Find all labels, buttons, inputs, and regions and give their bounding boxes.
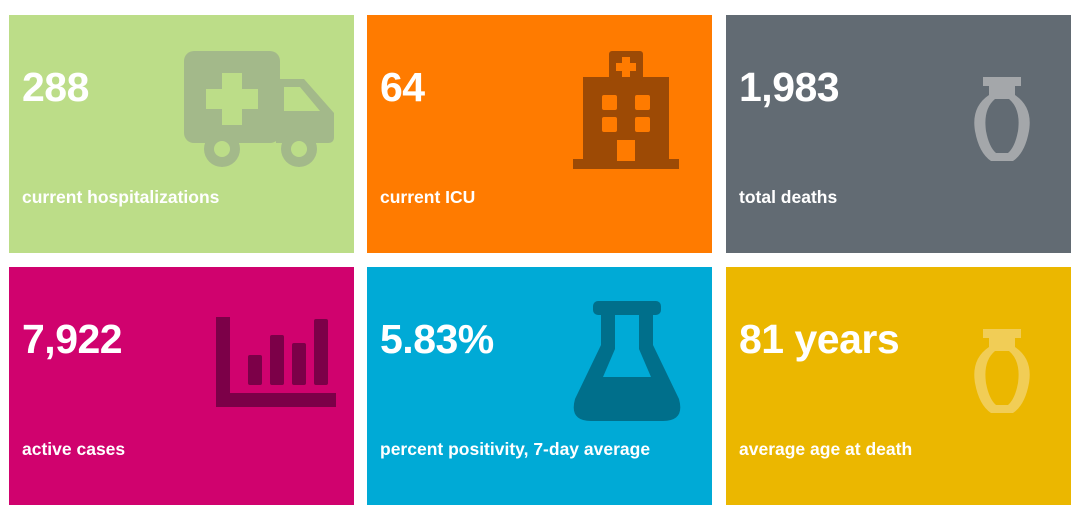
hospitalizations-label: current hospitalizations (22, 187, 220, 207)
deaths-label: total deaths (739, 187, 838, 207)
positivity-value: 5.83% (380, 316, 494, 362)
card-total-deaths: 1,983 total deaths (726, 15, 1071, 253)
hospitalizations-value: 288 (22, 64, 89, 110)
card-current-icu: 64 current ICU (367, 15, 712, 253)
hospital-building-icon (573, 51, 679, 171)
icu-label: current ICU (380, 187, 476, 207)
active-cases-value: 7,922 (22, 316, 123, 362)
average-age-label: average age at death (739, 439, 913, 459)
average-age-value: 81 years (739, 316, 900, 362)
active-cases-label: active cases (22, 439, 126, 459)
bar-chart-icon (216, 317, 336, 407)
flask-icon (573, 301, 681, 423)
positivity-label: percent positivity, 7-day average (380, 439, 651, 459)
card-average-age-at-death: 81 years average age at death (726, 267, 1071, 505)
ambulance-icon (184, 51, 336, 171)
urn-icon (971, 329, 1033, 415)
deaths-value: 1,983 (739, 64, 840, 110)
card-percent-positivity: 5.83% percent positivity, 7-day average (367, 267, 712, 505)
card-active-cases: 7,922 active cases (9, 267, 354, 505)
urn-icon (971, 77, 1033, 163)
card-current-hospitalizations: 288 current hospitalizations (9, 15, 354, 253)
icu-value: 64 (380, 64, 425, 110)
